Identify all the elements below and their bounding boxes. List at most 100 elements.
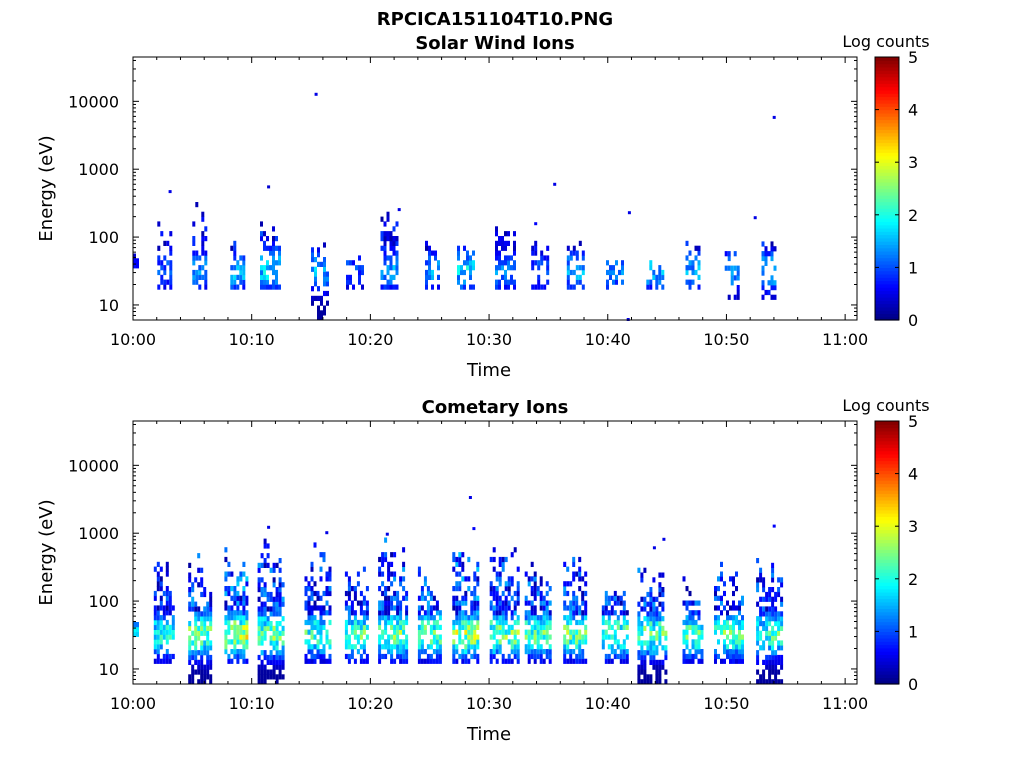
heatmap-cell: [206, 630, 210, 636]
heatmap-cell: [204, 255, 208, 261]
heatmap-cell: [304, 576, 308, 582]
heatmap-cell: [365, 658, 369, 664]
heatmap-cell: [390, 624, 394, 630]
heatmap-cell: [209, 654, 213, 661]
heatmap-cell: [405, 590, 409, 597]
heatmap-cell: [432, 595, 436, 601]
colorbar-segment: [875, 306, 899, 311]
heatmap-cell: [646, 611, 650, 617]
colorbar-segment: [875, 227, 899, 232]
heatmap-cell: [495, 610, 499, 616]
heatmap-cell: [664, 650, 668, 656]
heatmap-cell: [429, 610, 433, 616]
heatmap-cell: [652, 645, 656, 651]
heatmap-cell: [566, 629, 570, 635]
heatmap-cell: [311, 300, 314, 306]
heatmap-cell: [578, 279, 582, 285]
heatmap-cell: [328, 653, 332, 660]
colorbar-segment: [875, 634, 899, 639]
heatmap-cell: [203, 587, 207, 593]
colorbar-segment: [875, 76, 899, 81]
heatmap-cell: [356, 634, 360, 640]
heatmap-cell: [536, 653, 540, 660]
heatmap-cell: [438, 653, 442, 660]
heatmap-cell: [275, 635, 279, 641]
heatmap-cell: [188, 679, 192, 685]
heatmap-cell: [640, 621, 644, 627]
colorbar-tick-label: 3: [908, 153, 918, 172]
heatmap-cell: [625, 658, 629, 664]
heatmap-cell: [771, 659, 775, 665]
heatmap-cell: [621, 260, 624, 266]
heatmap-cell: [157, 284, 161, 290]
heatmap-cell: [741, 639, 744, 645]
heatmap-cell: [209, 640, 213, 646]
heatmap-cell: [455, 605, 459, 611]
heatmap-cell: [501, 624, 505, 630]
heatmap-cell: [165, 649, 169, 655]
heatmap-cell: [759, 645, 763, 651]
heatmap-cell: [759, 679, 763, 685]
heatmap-cell: [566, 581, 570, 587]
heatmap-cell: [738, 634, 741, 640]
heatmap-cell: [162, 615, 166, 621]
colorbar-segment: [875, 158, 899, 163]
heatmap-cell: [272, 674, 276, 680]
colorbar-segment: [875, 499, 899, 504]
heatmap-cell: [464, 615, 468, 621]
heatmap-cell: [524, 634, 528, 640]
colorbar-segment: [875, 280, 899, 285]
heatmap-cell: [504, 605, 508, 611]
heatmap-cell: [604, 595, 608, 601]
heatmap-cell: [275, 621, 279, 627]
heatmap-cell: [393, 576, 397, 582]
heatmap-cell: [770, 241, 774, 247]
heatmap-cell: [429, 624, 433, 630]
heatmap-cell: [194, 621, 198, 627]
heatmap-cell: [236, 639, 240, 645]
heatmap-cell: [423, 581, 427, 587]
heatmap-cell: [281, 616, 285, 622]
heatmap-cell: [765, 596, 769, 602]
heatmap-cell: [257, 582, 261, 588]
heatmap-cell: [566, 269, 570, 276]
heatmap-cell: [774, 596, 778, 602]
heatmap-cell: [275, 654, 279, 661]
heatmap-cell: [359, 624, 363, 630]
heatmap-cell: [530, 561, 534, 567]
heatmap-cell: [316, 639, 320, 645]
heatmap-cell: [159, 644, 163, 650]
heatmap-cell: [771, 606, 775, 612]
heatmap-cell: [691, 644, 695, 650]
colorbar-segment: [875, 677, 899, 682]
heatmap-cell: [658, 611, 662, 617]
colorbar-segment: [875, 664, 899, 669]
heatmap-cell: [239, 653, 243, 660]
heatmap-cell: [463, 284, 466, 290]
heatmap-cell: [417, 653, 421, 660]
heatmap-cell: [780, 616, 784, 622]
heatmap-cell: [188, 654, 192, 661]
heatmap-cell: [759, 577, 763, 583]
heatmap-cell: [492, 590, 496, 597]
heatmap-cell: [163, 255, 167, 261]
heatmap-cell: [347, 605, 351, 611]
heatmap-cell: [714, 590, 717, 597]
heatmap-cell: [263, 679, 267, 685]
heatmap-cell: [272, 596, 276, 602]
heatmap-cell: [643, 606, 647, 612]
heatmap-cell: [426, 586, 430, 592]
heatmap-cell: [572, 629, 576, 635]
heatmap-cell: [534, 284, 538, 290]
heatmap-cell: [438, 624, 442, 630]
heatmap-cell: [310, 615, 314, 621]
heatmap-cell: [736, 289, 740, 296]
heatmap-cell: [661, 664, 665, 670]
heatmap-cell: [685, 265, 689, 271]
colorbar-segment: [875, 168, 899, 173]
heatmap-cell: [405, 644, 409, 650]
heatmap-cell: [239, 571, 243, 577]
heatmap-cell: [539, 590, 543, 597]
heatmap-cell: [563, 624, 567, 630]
heatmap-cell: [510, 624, 514, 630]
